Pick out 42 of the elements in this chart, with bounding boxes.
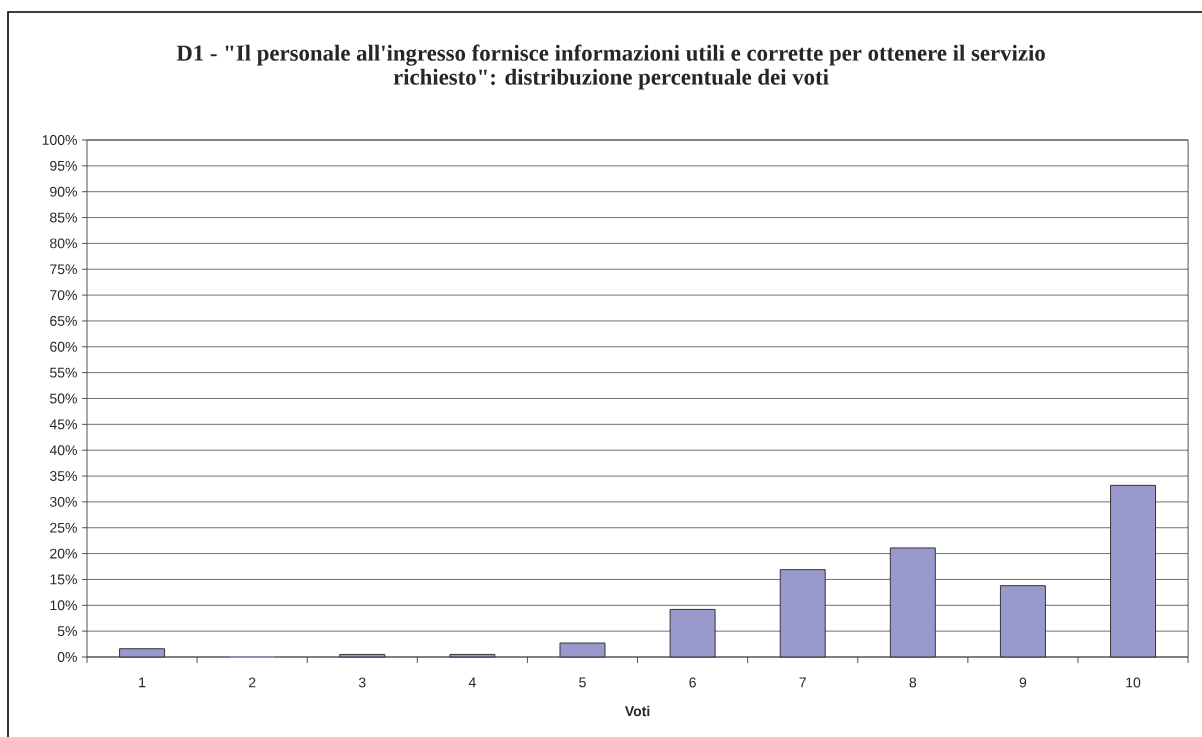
bar: [999, 585, 1046, 658]
x-tick-label: 4: [468, 677, 476, 688]
bar: [119, 648, 166, 658]
y-tick-label: 65%: [50, 315, 77, 326]
y-tick-label: 90%: [50, 186, 77, 197]
y-tick-label: 70%: [50, 290, 77, 301]
x-tick-label: 10: [1126, 677, 1141, 688]
x-tick-label: 8: [909, 677, 917, 688]
y-tick-label: 35%: [49, 471, 77, 482]
y-tick-label: 85%: [50, 212, 77, 223]
y-tick-label: 5%: [57, 626, 77, 637]
y-tick-label: 25%: [50, 522, 77, 533]
x-tick-label: 2: [248, 677, 256, 688]
y-tick-label: 10%: [50, 600, 77, 611]
bar: [1110, 484, 1156, 658]
x-axis-title: Voti: [624, 705, 650, 717]
y-tick-label: 55%: [50, 367, 77, 378]
x-tick-label: 6: [689, 677, 696, 688]
y-tick-label: 95%: [50, 160, 77, 171]
x-tick-label: 1: [139, 677, 146, 688]
bar: [669, 608, 716, 658]
y-tick-label: 45%: [49, 419, 77, 430]
y-tick-label: 100%: [42, 135, 77, 145]
y-tick-label: 40%: [49, 445, 77, 456]
bar: [559, 642, 606, 658]
bar: [779, 569, 826, 658]
bar: [889, 547, 936, 658]
x-tick-label: 3: [358, 677, 366, 688]
y-tick-label: 15%: [50, 574, 77, 585]
y-tick-label: 0%: [57, 652, 77, 662]
bar: [339, 653, 386, 658]
bar: [449, 653, 496, 658]
y-tick-label: 60%: [50, 341, 77, 352]
y-tick-label: 50%: [50, 393, 77, 404]
x-tick-label: 5: [579, 677, 586, 688]
y-tick-label: 80%: [50, 238, 77, 249]
x-tick-label: 9: [1019, 677, 1027, 688]
y-tick-label: 30%: [49, 496, 77, 507]
x-tick-label: 7: [799, 677, 806, 688]
y-tick-label: 75%: [50, 264, 77, 275]
chart-title: D1 - "Il personale all'ingresso fornisce informazioni utili e corrette per ottenere il servizio richiesto": distribuzione percentuale dei voti: [176, 44, 1045, 90]
y-tick-label: 20%: [50, 548, 77, 559]
